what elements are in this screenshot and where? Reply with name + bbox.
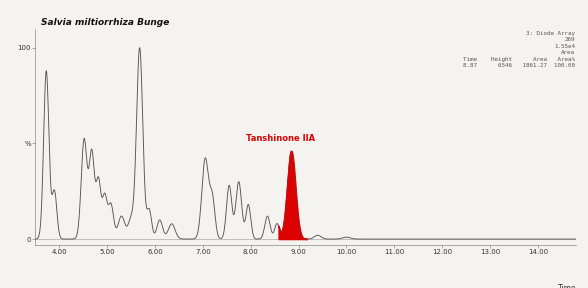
- Text: 3: Diode Array
269
1.55e4
Area
Time    Height      Area   Area%
8.87      6546  : 3: Diode Array 269 1.55e4 Area Time Heig…: [463, 31, 575, 68]
- Text: Tanshinone IIA: Tanshinone IIA: [246, 134, 315, 143]
- Text: Salvia miltiorrhiza Bunge: Salvia miltiorrhiza Bunge: [41, 18, 169, 27]
- Text: Time: Time: [557, 284, 576, 288]
